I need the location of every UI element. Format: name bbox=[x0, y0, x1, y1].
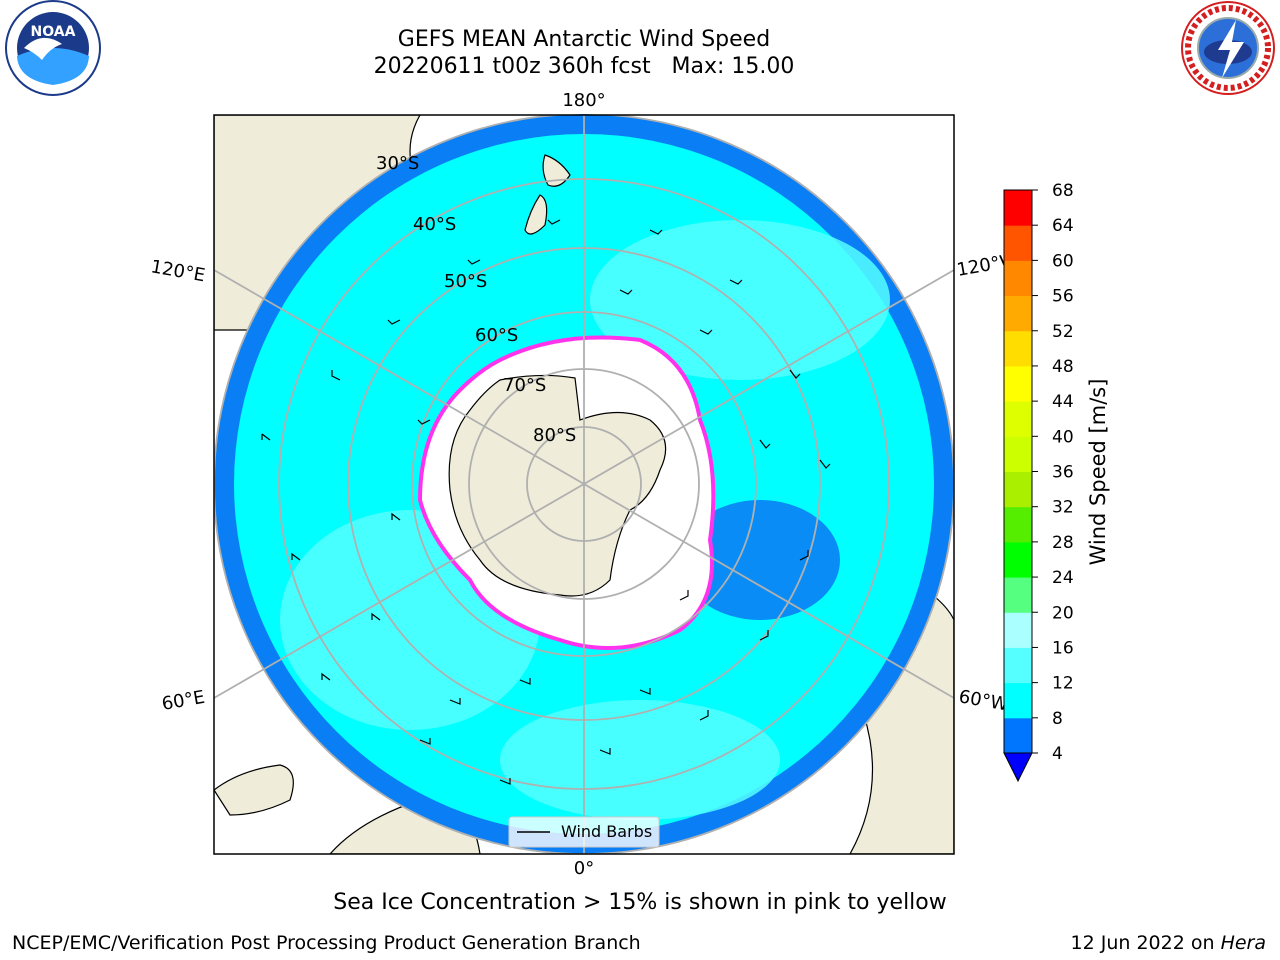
colorbar-segment bbox=[1004, 330, 1032, 367]
madagascar-land bbox=[214, 764, 294, 816]
map-legend bbox=[508, 816, 660, 848]
colorbar-segment bbox=[1004, 577, 1032, 613]
colorbar-segment bbox=[1004, 506, 1032, 543]
colorbar-tick-label: 64 bbox=[1052, 216, 1074, 236]
lon-label-lower-left: 60°E bbox=[160, 687, 206, 715]
colorbar-segment bbox=[1004, 682, 1032, 719]
antarctica-land bbox=[448, 374, 667, 597]
colorbar-tick-label: 44 bbox=[1052, 392, 1074, 412]
map-caption: Sea Ice Concentration > 15% is shown in … bbox=[333, 890, 947, 915]
colorbar-segment bbox=[1004, 295, 1032, 332]
colorbar-tick-label: 32 bbox=[1052, 498, 1074, 518]
colorbar-segment bbox=[1004, 717, 1032, 754]
map-frame bbox=[213, 114, 955, 855]
colorbar-tick-label: 68 bbox=[1052, 181, 1074, 201]
lat-label-80s: 80°S bbox=[533, 425, 576, 446]
colorbar-segment bbox=[1004, 190, 1032, 226]
colorbar-segment bbox=[1004, 365, 1032, 402]
map-title: GEFS MEAN Antarctic Wind Speed bbox=[397, 27, 771, 52]
colorbar-segment bbox=[1004, 401, 1032, 437]
colorbar-tick-label: 24 bbox=[1052, 568, 1074, 588]
colorbar-tick-label: 60 bbox=[1052, 251, 1074, 271]
colorbar-segment bbox=[1004, 647, 1032, 684]
colorbar: 68 64 60 56 52 48 44 40 36 32 28 24 20 16 12 8 4 bbox=[1003, 181, 1074, 783]
legend-label: Wind Barbs bbox=[561, 822, 652, 841]
wind-region-b bbox=[590, 220, 890, 380]
colorbar-segment bbox=[1004, 225, 1032, 261]
map-subtitle: 20220611 t00z 360h fcst Max: 15.00 bbox=[373, 54, 795, 79]
colorbar-segment bbox=[1004, 260, 1032, 297]
colorbar-tick-label: 8 bbox=[1052, 709, 1063, 729]
colorbar-tick-label: 28 bbox=[1052, 533, 1074, 553]
wind-barbs bbox=[261, 219, 831, 785]
lon-label-top: 180° bbox=[562, 90, 605, 111]
colorbar-tick-label: 12 bbox=[1052, 674, 1074, 694]
new-zealand-south bbox=[524, 194, 548, 235]
colorbar-tick-label: 48 bbox=[1052, 357, 1074, 377]
colorbar-tick-label: 36 bbox=[1052, 463, 1074, 483]
new-zealand-land bbox=[542, 154, 571, 187]
colorbar-tick-label: 56 bbox=[1052, 287, 1074, 307]
lon-label-upper-left: 120°E bbox=[149, 256, 207, 286]
colorbar-tick-label: 4 bbox=[1052, 744, 1063, 764]
footer-credit: NCEP/EMC/Verification Post Processing Pr… bbox=[12, 932, 641, 954]
footer-date: 12 Jun 2022 on Hera bbox=[1071, 932, 1266, 954]
colorbar-label: Wind Speed [m/s] bbox=[1086, 379, 1110, 566]
footer-date-text: 12 Jun 2022 on bbox=[1070, 932, 1221, 954]
colorbar-tick-label: 16 bbox=[1052, 638, 1074, 658]
wind-region-c bbox=[500, 700, 780, 820]
lat-label-60s: 60°S bbox=[475, 325, 518, 346]
colorbar-segment bbox=[1004, 541, 1032, 578]
lon-label-lower-right: 60°W bbox=[957, 686, 1010, 715]
colorbar-tick-label: 52 bbox=[1052, 322, 1074, 342]
colorbar-underflow-arrow bbox=[1003, 752, 1033, 783]
colorbar-tick-label: 20 bbox=[1052, 603, 1074, 623]
noaa-logo: NOAA bbox=[5, 0, 101, 96]
lat-label-50s: 50°S bbox=[444, 271, 487, 292]
colorbar-segment bbox=[1004, 612, 1032, 648]
colorbar-tick-label: 40 bbox=[1052, 427, 1074, 447]
lat-label-40s: 40°S bbox=[413, 214, 456, 235]
footer-host: Hera bbox=[1220, 932, 1266, 954]
graticule bbox=[214, 115, 954, 854]
lon-label-bottom: 0° bbox=[574, 858, 594, 879]
lat-label-70s: 70°S bbox=[503, 375, 546, 396]
colorbar-segment bbox=[1004, 436, 1032, 472]
lat-label-30s: 30°S bbox=[376, 153, 419, 174]
nws-logo bbox=[1181, 1, 1275, 95]
svg-text:NOAA: NOAA bbox=[31, 24, 76, 40]
colorbar-segment bbox=[1004, 471, 1032, 508]
